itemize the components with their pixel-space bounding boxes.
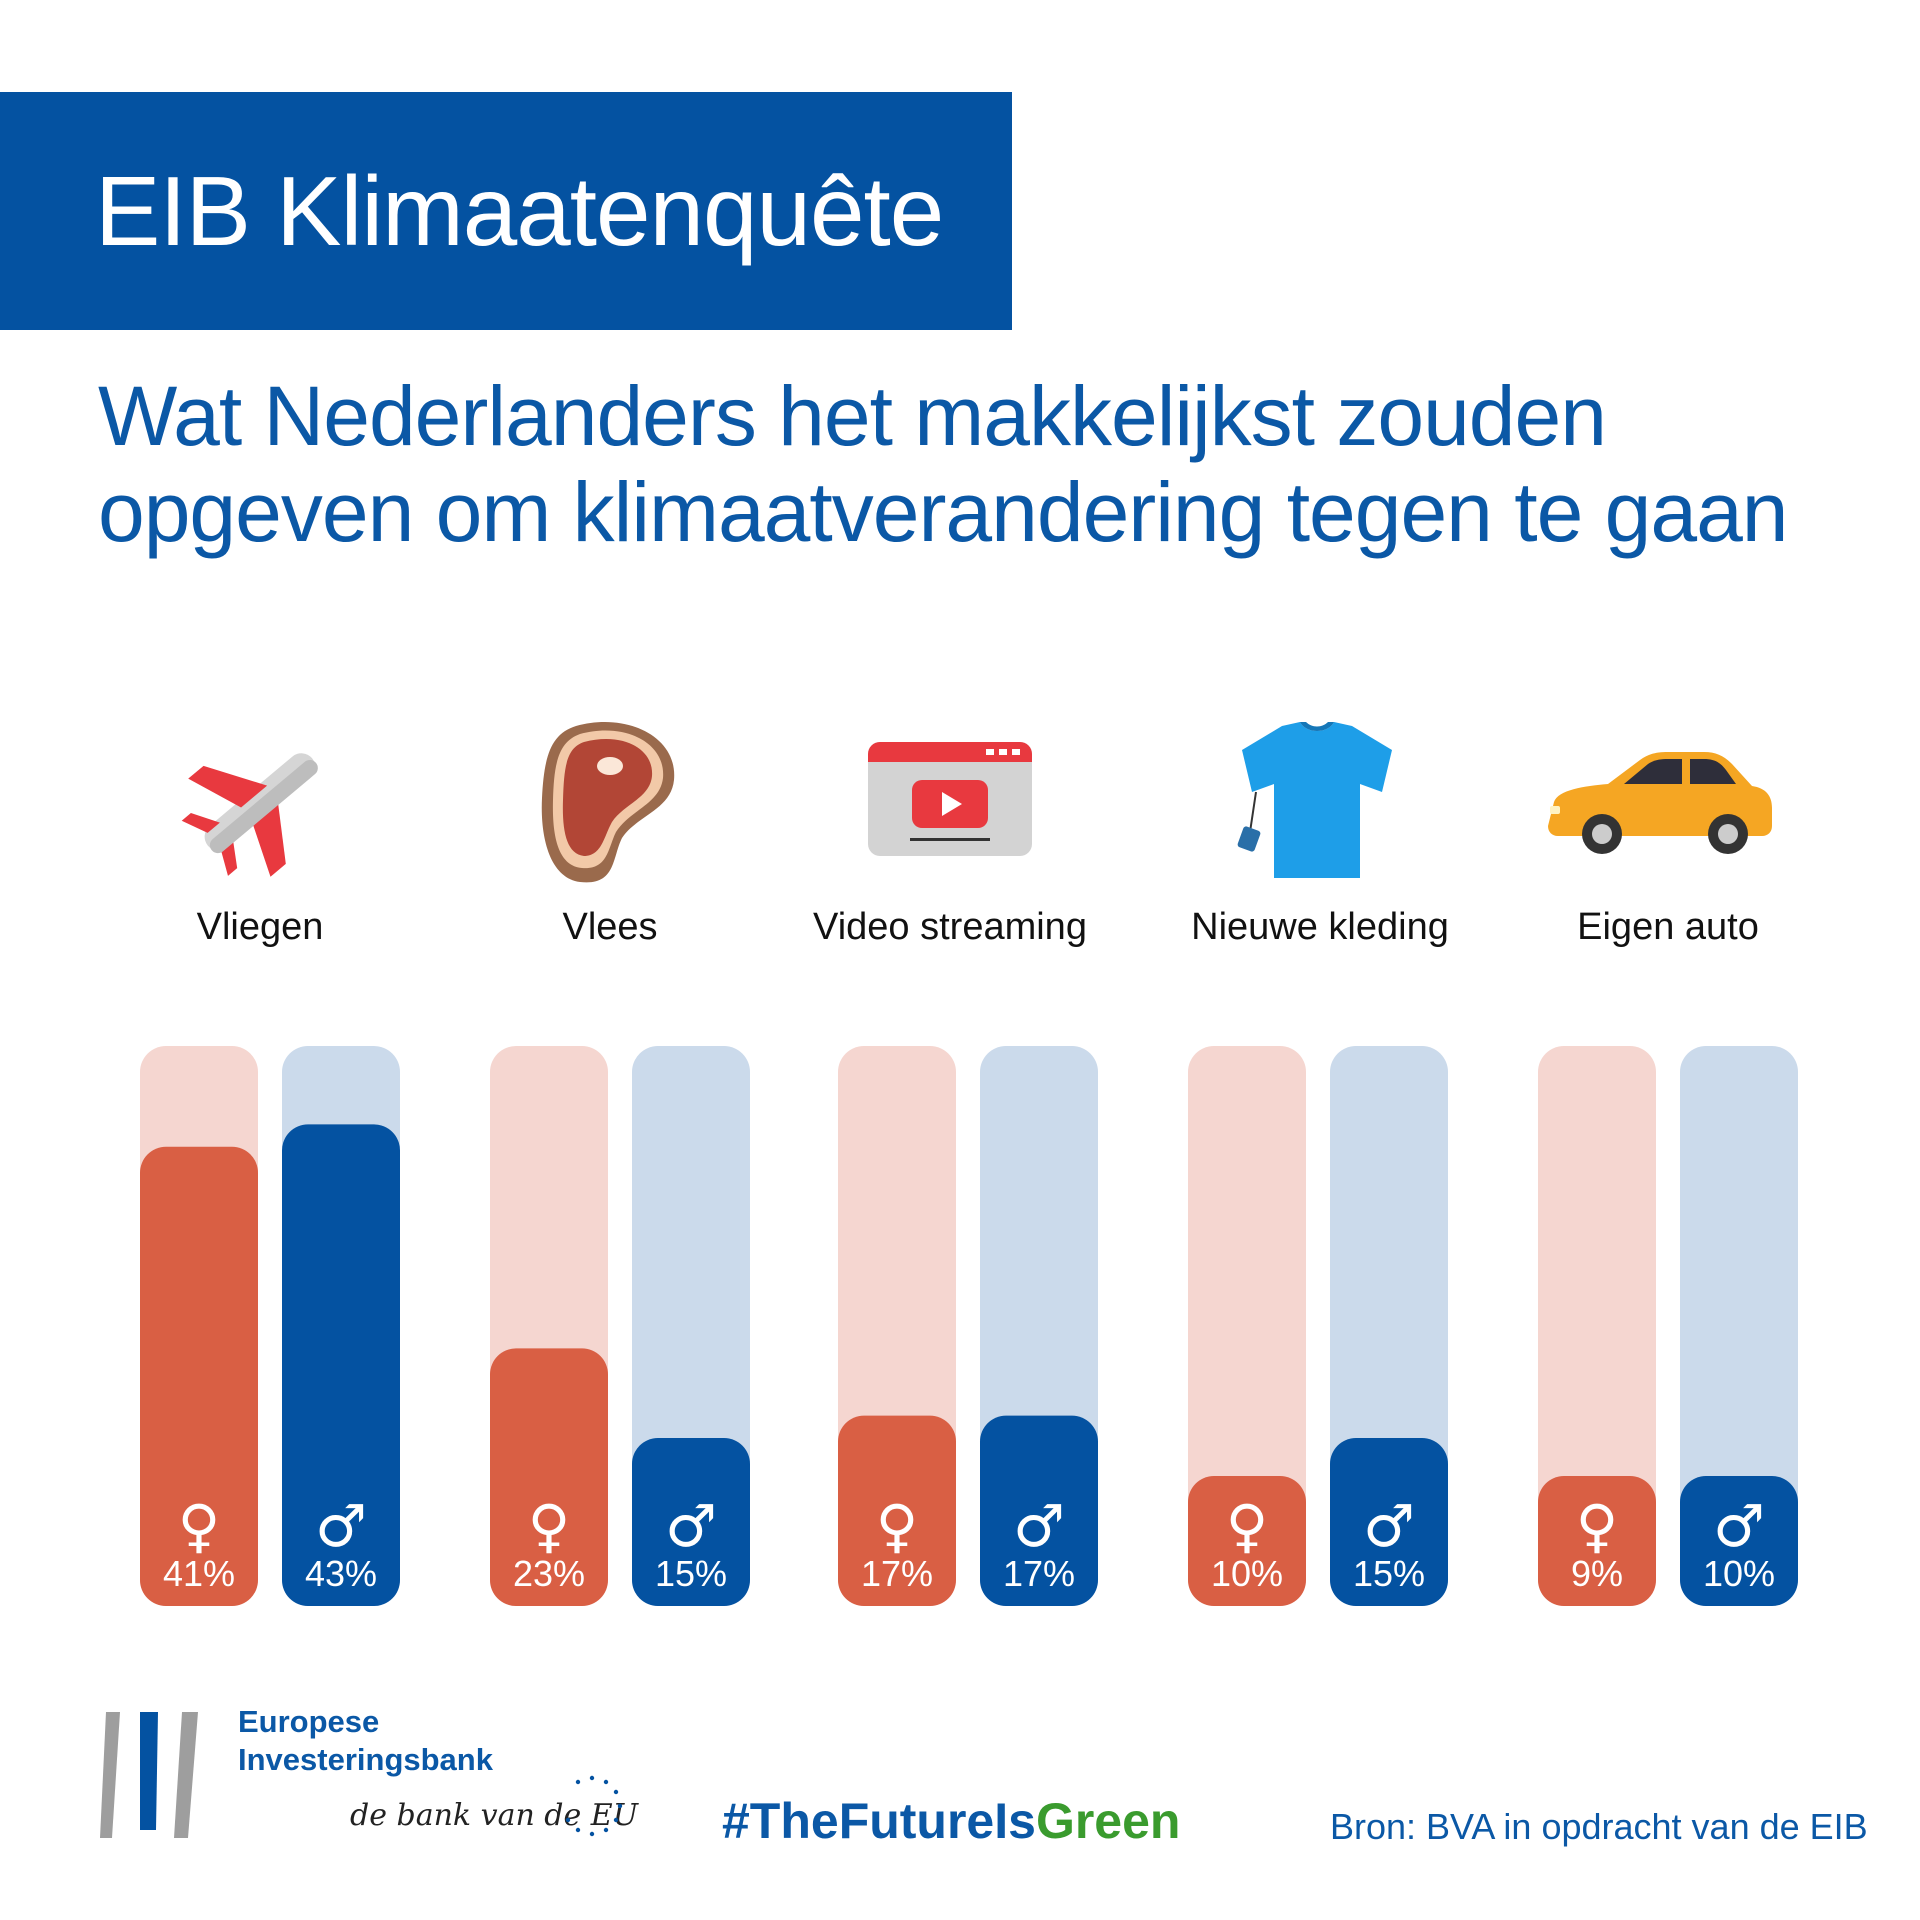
hashtag-part1: #TheFutureIs	[722, 1793, 1036, 1849]
eib-logo-mark-icon	[100, 1712, 198, 1838]
car-icon	[1548, 752, 1772, 854]
value-label-male-1: 15%	[655, 1553, 727, 1594]
female-symbol-0: ♀	[178, 1492, 220, 1560]
value-label-male-3: 15%	[1353, 1553, 1425, 1594]
male-symbol-4: ♂	[1713, 1492, 1765, 1560]
bar-female-1	[490, 1348, 608, 1606]
female-symbol-1: ♀	[528, 1492, 570, 1560]
category-label-eigen-auto: Eigen auto	[1577, 906, 1759, 948]
bar-male-1	[632, 1438, 750, 1606]
bar-male-0	[282, 1124, 400, 1606]
value-label-female-0: 41%	[163, 1553, 235, 1594]
male-symbol-3: ♂	[1363, 1492, 1415, 1560]
value-label-male-4: 10%	[1703, 1553, 1775, 1594]
male-symbol-2: ♂	[1013, 1492, 1065, 1560]
hashtag-part2: Green	[1035, 1793, 1181, 1849]
category-label-vliegen: Vliegen	[196, 906, 324, 948]
bar-female-2	[838, 1415, 956, 1606]
airplane-icon	[181, 753, 318, 877]
bar-male-3	[1330, 1438, 1448, 1606]
chart-subtitle: Wat Nederlanders het makkelijkst zouden …	[98, 369, 1789, 559]
bar-female-3	[1188, 1476, 1306, 1606]
female-symbol-2: ♀	[876, 1492, 918, 1560]
value-label-female-3: 10%	[1211, 1553, 1283, 1594]
source-note: Bron: BVA in opdracht van de EIB	[1330, 1806, 1868, 1847]
male-symbol-0: ♂	[315, 1492, 367, 1560]
bar-track-female-3	[1188, 1046, 1306, 1606]
bar-track-female-4	[1538, 1046, 1656, 1606]
female-symbol-3: ♀	[1226, 1492, 1268, 1560]
video-player-icon	[868, 742, 1032, 856]
tshirt-icon	[1237, 722, 1392, 878]
value-label-female-2: 17%	[861, 1553, 933, 1594]
category-label-nieuwe-kleding: Nieuwe kleding	[1191, 906, 1449, 948]
value-label-male-2: 17%	[1003, 1553, 1075, 1594]
value-label-female-4: 9%	[1571, 1553, 1623, 1594]
value-label-male-0: 43%	[305, 1553, 377, 1594]
eib-tagline: de bank van de EU	[350, 1798, 638, 1833]
logo-text-line1: Europese	[238, 1704, 380, 1739]
header-banner: EIB Klimaatenquête	[0, 92, 1012, 330]
female-symbol-4: ♀	[1576, 1492, 1618, 1560]
male-symbol-1: ♂	[665, 1492, 717, 1560]
logo-text-line2: Investeringsbank	[238, 1742, 493, 1777]
bar-male-4	[1680, 1476, 1798, 1606]
category-label-vlees: Vlees	[562, 906, 658, 948]
value-label-female-1: 23%	[513, 1553, 585, 1594]
eu-stars-icon	[565, 1775, 623, 1837]
steak-icon	[541, 722, 675, 883]
hashtag[interactable]: #TheFutureIsGreen	[722, 1792, 1180, 1850]
bar-female-4	[1538, 1476, 1656, 1606]
category-label-video-streaming: Video streaming	[813, 906, 1087, 948]
bar-female-0	[140, 1146, 258, 1606]
bar-male-2	[980, 1415, 1098, 1606]
header-title: EIB Klimaatenquête	[95, 155, 944, 266]
bar-track-male-4	[1680, 1046, 1798, 1606]
